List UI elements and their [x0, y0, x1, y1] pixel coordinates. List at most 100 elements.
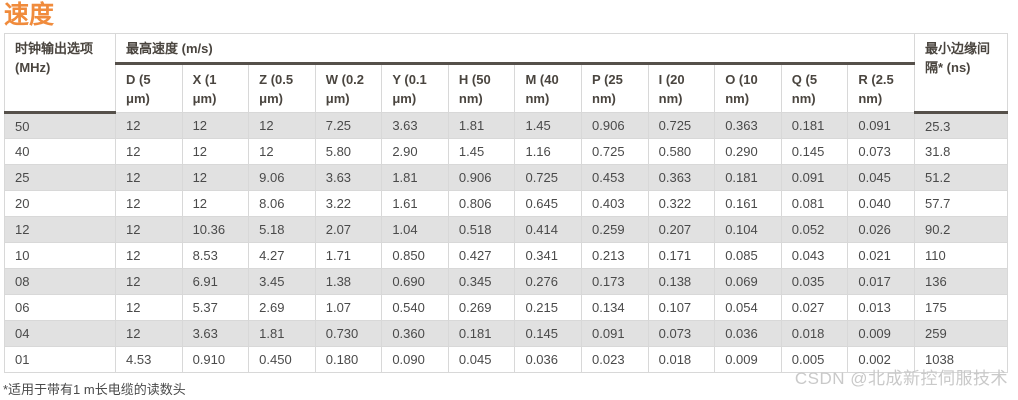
cell-clock-mhz: 20 [4, 190, 116, 217]
cell-max-speed: 0.043 [780, 242, 849, 269]
cell-max-speed: 3.63 [181, 320, 250, 347]
table-row: 12 12 10.36 5.18 2.07 1.04 0.518 0.414 0.259 0.20… [4, 216, 1008, 243]
table-row: 10 12 8.53 4.27 1.71 0.850 0.427 0.341 0.213 0.17… [4, 242, 1008, 269]
cell-max-speed: 3.22 [314, 190, 383, 217]
cell-max-speed: 2.69 [248, 294, 316, 321]
cell-max-speed: 1.38 [314, 268, 383, 295]
table-body: 50 12 12 12 7.25 3.63 1.81 1.45 0.906 0.725 0.363 0… [4, 112, 1008, 373]
cell-max-speed: 0.045 [847, 164, 915, 191]
cell-max-speed: 0.450 [248, 346, 316, 373]
cell-min-edge-sep: 110 [914, 242, 1008, 269]
cell-max-speed: 0.173 [581, 268, 649, 295]
cell-max-speed: 1.81 [447, 112, 516, 139]
cell-max-speed: 0.036 [714, 320, 782, 347]
cell-max-speed: 0.138 [647, 268, 716, 295]
cell-clock-mhz: 04 [4, 320, 116, 347]
cell-max-speed: 0.725 [514, 164, 583, 191]
cell-max-speed: 0.091 [847, 112, 915, 139]
cell-clock-mhz: 10 [4, 242, 116, 269]
cell-max-speed: 0.725 [647, 112, 716, 139]
cell-max-speed: 0.145 [514, 320, 583, 347]
cell-max-speed: 0.145 [780, 138, 849, 165]
cell-max-speed: 12 [115, 138, 183, 165]
table-row: 25 12 12 9.06 3.63 1.81 0.906 0.725 0.453 0.363 0.… [4, 164, 1008, 191]
header-row-resolutions: D (5 μm) X (1 μm) Z (0.5 μm) W (0.2 μm) Y (0… [5, 63, 1008, 113]
cell-max-speed: 0.730 [314, 320, 383, 347]
cell-max-speed: 0.181 [447, 320, 516, 347]
cell-max-speed: 0.645 [514, 190, 583, 217]
cell-clock-mhz: 50 [4, 112, 116, 139]
cell-max-speed: 8.06 [248, 190, 316, 217]
table-header: 时钟输出选项 (MHz) 最高速度 (m/s) 最小边缘间隔* (ns) D (… [4, 33, 1008, 114]
cell-max-speed: 3.63 [381, 112, 449, 139]
cell-max-speed: 0.035 [780, 268, 849, 295]
sub-col-header: W (0.2 μm) [314, 63, 383, 113]
cell-max-speed: 0.104 [714, 216, 782, 243]
cell-max-speed: 6.91 [181, 268, 250, 295]
cell-min-edge-sep: 57.7 [914, 190, 1008, 217]
speed-table: 时钟输出选项 (MHz) 最高速度 (m/s) 最小边缘间隔* (ns) D (… [4, 33, 1008, 373]
cell-max-speed: 0.181 [780, 112, 849, 139]
cell-max-speed: 0.134 [581, 294, 649, 321]
cell-max-speed: 12 [115, 294, 183, 321]
cell-max-speed: 0.091 [780, 164, 849, 191]
cell-max-speed: 0.403 [581, 190, 649, 217]
cell-max-speed: 0.040 [847, 190, 915, 217]
cell-max-speed: 0.085 [714, 242, 782, 269]
cell-clock-mhz: 06 [4, 294, 116, 321]
cell-max-speed: 5.18 [248, 216, 316, 243]
cell-max-speed: 3.45 [248, 268, 316, 295]
cell-max-speed: 0.414 [514, 216, 583, 243]
cell-max-speed: 1.16 [514, 138, 583, 165]
table-row: 50 12 12 12 7.25 3.63 1.81 1.45 0.906 0.725 0.363 0… [4, 112, 1008, 139]
cell-max-speed: 0.725 [581, 138, 649, 165]
sub-col-header: O (10 nm) [714, 63, 782, 113]
cell-max-speed: 0.018 [780, 320, 849, 347]
cell-max-speed: 0.453 [581, 164, 649, 191]
cell-max-speed: 0.181 [714, 164, 782, 191]
cell-max-speed: 0.180 [314, 346, 383, 373]
cell-max-speed: 0.215 [514, 294, 583, 321]
cell-max-speed: 1.45 [447, 138, 516, 165]
cell-max-speed: 12 [181, 164, 250, 191]
cell-max-speed: 0.213 [581, 242, 649, 269]
cell-max-speed: 0.690 [381, 268, 449, 295]
cell-max-speed: 0.009 [714, 346, 782, 373]
sub-col-header: R (2.5 nm) [847, 63, 915, 113]
cell-max-speed: 2.90 [381, 138, 449, 165]
sub-col-header: Z (0.5 μm) [248, 63, 316, 113]
cell-max-speed: 9.06 [248, 164, 316, 191]
cell-max-speed: 0.540 [381, 294, 449, 321]
cell-max-speed: 0.363 [714, 112, 782, 139]
sub-col-header: Y (0.1 μm) [381, 63, 449, 113]
cell-max-speed: 0.002 [847, 346, 915, 373]
sub-col-header: Q (5 nm) [780, 63, 849, 113]
cell-max-speed: 12 [115, 242, 183, 269]
cell-max-speed: 0.259 [581, 216, 649, 243]
cell-max-speed: 0.023 [581, 346, 649, 373]
cell-max-speed: 0.009 [847, 320, 915, 347]
cell-max-speed: 0.290 [714, 138, 782, 165]
cell-min-edge-sep: 136 [914, 268, 1008, 295]
cell-max-speed: 0.518 [447, 216, 516, 243]
cell-max-speed: 0.161 [714, 190, 782, 217]
cell-max-speed: 0.276 [514, 268, 583, 295]
cell-max-speed: 0.036 [514, 346, 583, 373]
sub-col-header: M (40 nm) [514, 63, 583, 113]
cell-max-speed: 4.53 [115, 346, 183, 373]
cell-max-speed: 0.013 [847, 294, 915, 321]
cell-max-speed: 4.27 [248, 242, 316, 269]
cell-max-speed: 0.073 [847, 138, 915, 165]
cell-clock-mhz: 08 [4, 268, 116, 295]
cell-min-edge-sep: 175 [914, 294, 1008, 321]
cell-max-speed: 0.322 [647, 190, 716, 217]
cell-max-speed: 12 [115, 320, 183, 347]
cell-max-speed: 0.427 [447, 242, 516, 269]
cell-max-speed: 5.80 [314, 138, 383, 165]
cell-max-speed: 3.63 [314, 164, 383, 191]
cell-max-speed: 10.36 [181, 216, 250, 243]
cell-max-speed: 0.580 [647, 138, 716, 165]
cell-max-speed: 0.052 [780, 216, 849, 243]
cell-max-speed: 0.107 [647, 294, 716, 321]
table-row: 40 12 12 12 5.80 2.90 1.45 1.16 0.725 0.580 0.290 0… [4, 138, 1008, 165]
